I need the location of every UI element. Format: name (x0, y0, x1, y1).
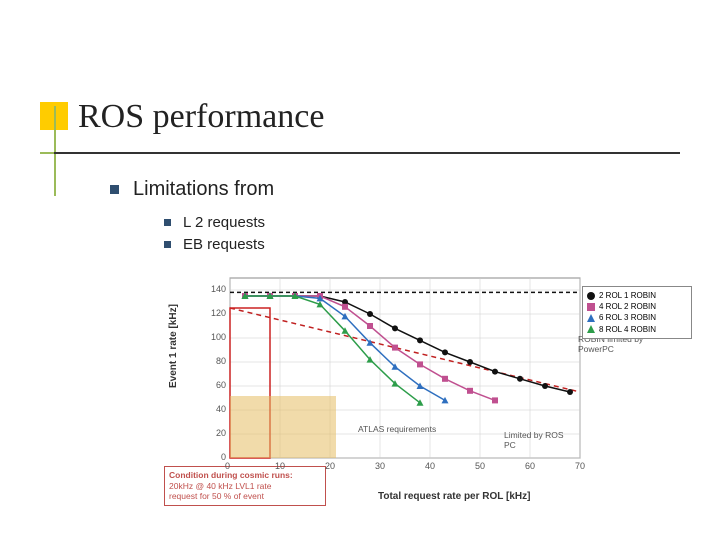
accent-vline (54, 106, 56, 196)
chart-legend: 2 ROL 1 ROBIN4 ROL 2 ROBIN6 ROL 3 ROBIN8… (582, 286, 692, 339)
x-tick: 20 (325, 461, 335, 471)
y-tick: 100 (211, 332, 226, 342)
x-tick: 10 (275, 461, 285, 471)
x-tick: 60 (525, 461, 535, 471)
x-tick: 30 (375, 461, 385, 471)
bullet-icon (164, 219, 171, 226)
y-tick: 80 (216, 356, 226, 366)
bullet-icon (110, 185, 119, 194)
x-tick: 70 (575, 461, 585, 471)
bullet-level1: Limitations from (110, 178, 274, 201)
condition-line1: 20kHz @ 40 kHz LVL1 rate (169, 481, 321, 492)
page-title: ROS performance (78, 98, 324, 136)
y-tick: 140 (211, 284, 226, 294)
legend-marker-icon (587, 314, 595, 322)
bullet-level2-a: L 2 requests (164, 214, 265, 231)
y-tick: 120 (211, 308, 226, 318)
x-axis-label: Total request rate per ROL [kHz] (378, 491, 530, 502)
y-tick: 0 (221, 452, 226, 462)
legend-label: 4 ROL 2 ROBIN (599, 301, 656, 312)
bullet-l1-text: Limitations from (133, 178, 274, 200)
legend-marker-icon (587, 292, 595, 300)
condition-line2: request for 50 % of event (169, 491, 321, 502)
title-underline (40, 152, 680, 154)
bullet-icon (164, 241, 171, 248)
x-tick: 50 (475, 461, 485, 471)
condition-box: Condition during cosmic runs: 20kHz @ 40… (164, 466, 326, 506)
bullet-level2-b: EB requests (164, 236, 265, 253)
legend-label: 8 ROL 4 ROBIN (599, 324, 656, 335)
legend-item: 4 ROL 2 ROBIN (587, 301, 687, 312)
y-tick: 20 (216, 428, 226, 438)
y-axis-label: Event 1 rate [kHz] (168, 304, 179, 388)
legend-label: 6 ROL 3 ROBIN (599, 312, 656, 323)
y-tick: 60 (216, 380, 226, 390)
x-tick: 40 (425, 461, 435, 471)
legend-item: 2 ROL 1 ROBIN (587, 290, 687, 301)
bullet-l2b-text: EB requests (183, 236, 265, 253)
legend-label: 2 ROL 1 ROBIN (599, 290, 656, 301)
atlas-req-region (230, 396, 336, 458)
x-tick: 0 (225, 461, 230, 471)
title-underline-accent (40, 152, 54, 154)
legend-marker-icon (587, 303, 595, 311)
condition-title: Condition during cosmic runs: (169, 470, 321, 481)
legend-marker-icon (587, 325, 595, 333)
atlas-note: ATLAS requirements (358, 424, 436, 434)
bullet-l2a-text: L 2 requests (183, 214, 265, 231)
legend-item: 6 ROL 3 ROBIN (587, 312, 687, 323)
performance-chart: Event 1 rate [kHz] Total request rate pe… (178, 268, 698, 500)
y-tick: 40 (216, 404, 226, 414)
rospc-note: Limited by ROS PC (504, 430, 564, 450)
legend-item: 8 ROL 4 ROBIN (587, 324, 687, 335)
